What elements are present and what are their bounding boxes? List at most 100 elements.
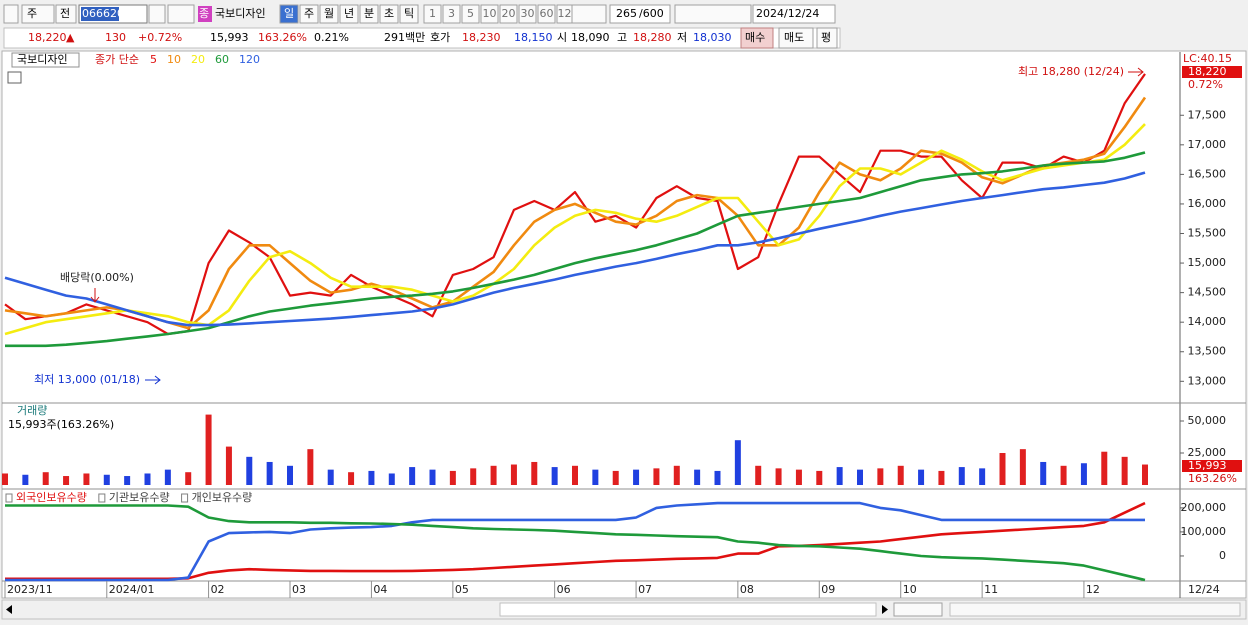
dropdown[interactable]	[571, 4, 607, 24]
x-tick-label: 07	[638, 583, 652, 596]
sell-button[interactable]	[778, 27, 814, 49]
period-label: 주	[304, 7, 314, 20]
last-price-box	[1182, 66, 1242, 78]
legend-icon	[181, 493, 189, 503]
low-arrow	[145, 375, 161, 385]
sell: 매도	[784, 31, 804, 44]
minute-label: 30	[521, 7, 535, 20]
low: 18,030	[693, 31, 732, 44]
legend-entry: 외국인보유수량	[16, 491, 87, 504]
y-tick-label: 200,000	[1181, 501, 1227, 514]
volume-bar	[1060, 465, 1067, 485]
legend-entry: 기관보유수량	[109, 491, 170, 504]
last-price: 18,220	[1188, 65, 1227, 78]
volume-bar	[734, 440, 741, 485]
sound-button[interactable]	[167, 4, 195, 24]
x-tick-label: 08	[740, 583, 754, 596]
chart-subtitle: 종가 단순	[95, 53, 139, 66]
volume-rate: 163.26%	[258, 31, 307, 44]
minute-button[interactable]	[518, 4, 537, 24]
mode-select[interactable]	[21, 4, 55, 24]
volume-bar	[449, 470, 456, 485]
mode: 주	[27, 7, 37, 20]
open: 18,090	[571, 31, 610, 44]
volume-bar	[185, 472, 192, 485]
y-tick-label: 16,000	[1188, 197, 1227, 210]
count: 265	[616, 7, 637, 20]
x-tick-label: 03	[292, 583, 306, 596]
legend-entry: 5	[150, 53, 157, 66]
period-button[interactable]	[399, 4, 419, 24]
last-volume-rate: 163.26%	[1188, 472, 1237, 485]
x-tick-label: 2023/11	[7, 583, 53, 596]
volume-bar	[470, 468, 477, 485]
x-tick-label: 10	[903, 583, 917, 596]
y-tick-label: 25,000	[1188, 446, 1227, 459]
period-button[interactable]	[279, 4, 299, 24]
volume-bar	[2, 473, 8, 485]
minute-button[interactable]	[537, 4, 556, 24]
y-tick-label: 14,000	[1188, 315, 1227, 328]
volume-bar	[409, 467, 416, 485]
table-icon[interactable]	[7, 71, 22, 84]
volume-bar	[857, 469, 863, 485]
minute-button[interactable]	[461, 4, 480, 24]
buy-button[interactable]	[740, 27, 774, 49]
series-line	[4, 171, 1146, 327]
period-button[interactable]	[319, 4, 339, 24]
volume-bar	[1080, 463, 1087, 485]
period-button[interactable]	[379, 4, 399, 24]
volume-bar	[877, 468, 884, 485]
zoom-tools[interactable]	[949, 602, 1241, 617]
minute-label: 3	[448, 7, 455, 20]
series-line	[4, 123, 1146, 336]
minute-button[interactable]	[480, 4, 499, 24]
legend-box	[11, 52, 80, 68]
count-box[interactable]	[609, 4, 671, 24]
volume-bar	[388, 473, 395, 485]
period-label: 분	[364, 7, 374, 20]
y-tick-label: 0	[1219, 549, 1226, 562]
scroll-thumb[interactable]	[499, 602, 877, 617]
series-line	[5, 151, 1146, 348]
period-label: 년	[344, 7, 354, 20]
price-arrow: ▲	[66, 31, 75, 44]
minute-button[interactable]	[423, 4, 442, 24]
period-button[interactable]	[299, 4, 319, 24]
volume: 15,993	[210, 31, 249, 44]
ask: 18,230	[462, 31, 501, 44]
turnover: 0.21%	[314, 31, 349, 44]
scroll-right[interactable]	[882, 605, 888, 614]
high-label: 고	[617, 31, 627, 44]
menu-button[interactable]	[3, 4, 19, 24]
buy: 매수	[745, 31, 765, 44]
code-highlight	[81, 7, 119, 21]
volume-bar	[1142, 464, 1148, 485]
lc-label: LC:40.15	[1183, 52, 1232, 65]
minute-label: 10	[483, 7, 497, 20]
prev-button[interactable]	[55, 4, 77, 24]
volume-bar	[918, 469, 925, 485]
period-label: 틱	[404, 7, 414, 20]
volume-bar	[22, 474, 29, 485]
period-button[interactable]	[359, 4, 379, 24]
date-box[interactable]	[752, 4, 836, 24]
last-volume: 15,993	[1188, 459, 1227, 472]
playback-buttons[interactable]	[893, 602, 943, 617]
count-max: /600	[639, 7, 664, 20]
volume-bar	[836, 467, 843, 485]
period-button[interactable]	[339, 4, 359, 24]
volume-bar	[225, 446, 232, 485]
low-annotation: 최저 13,000 (01/18)	[34, 373, 140, 386]
scroll-left[interactable]	[6, 605, 12, 614]
minute-button[interactable]	[442, 4, 461, 24]
minute-button[interactable]	[499, 4, 518, 24]
period-label: 월	[324, 7, 334, 20]
volume-bar	[1019, 449, 1026, 485]
avg-button[interactable]	[816, 27, 838, 49]
tool-buttons[interactable]	[674, 4, 752, 24]
minute-label: 5	[467, 7, 474, 20]
dividend-arrow	[90, 288, 100, 303]
search-button[interactable]	[148, 4, 166, 24]
